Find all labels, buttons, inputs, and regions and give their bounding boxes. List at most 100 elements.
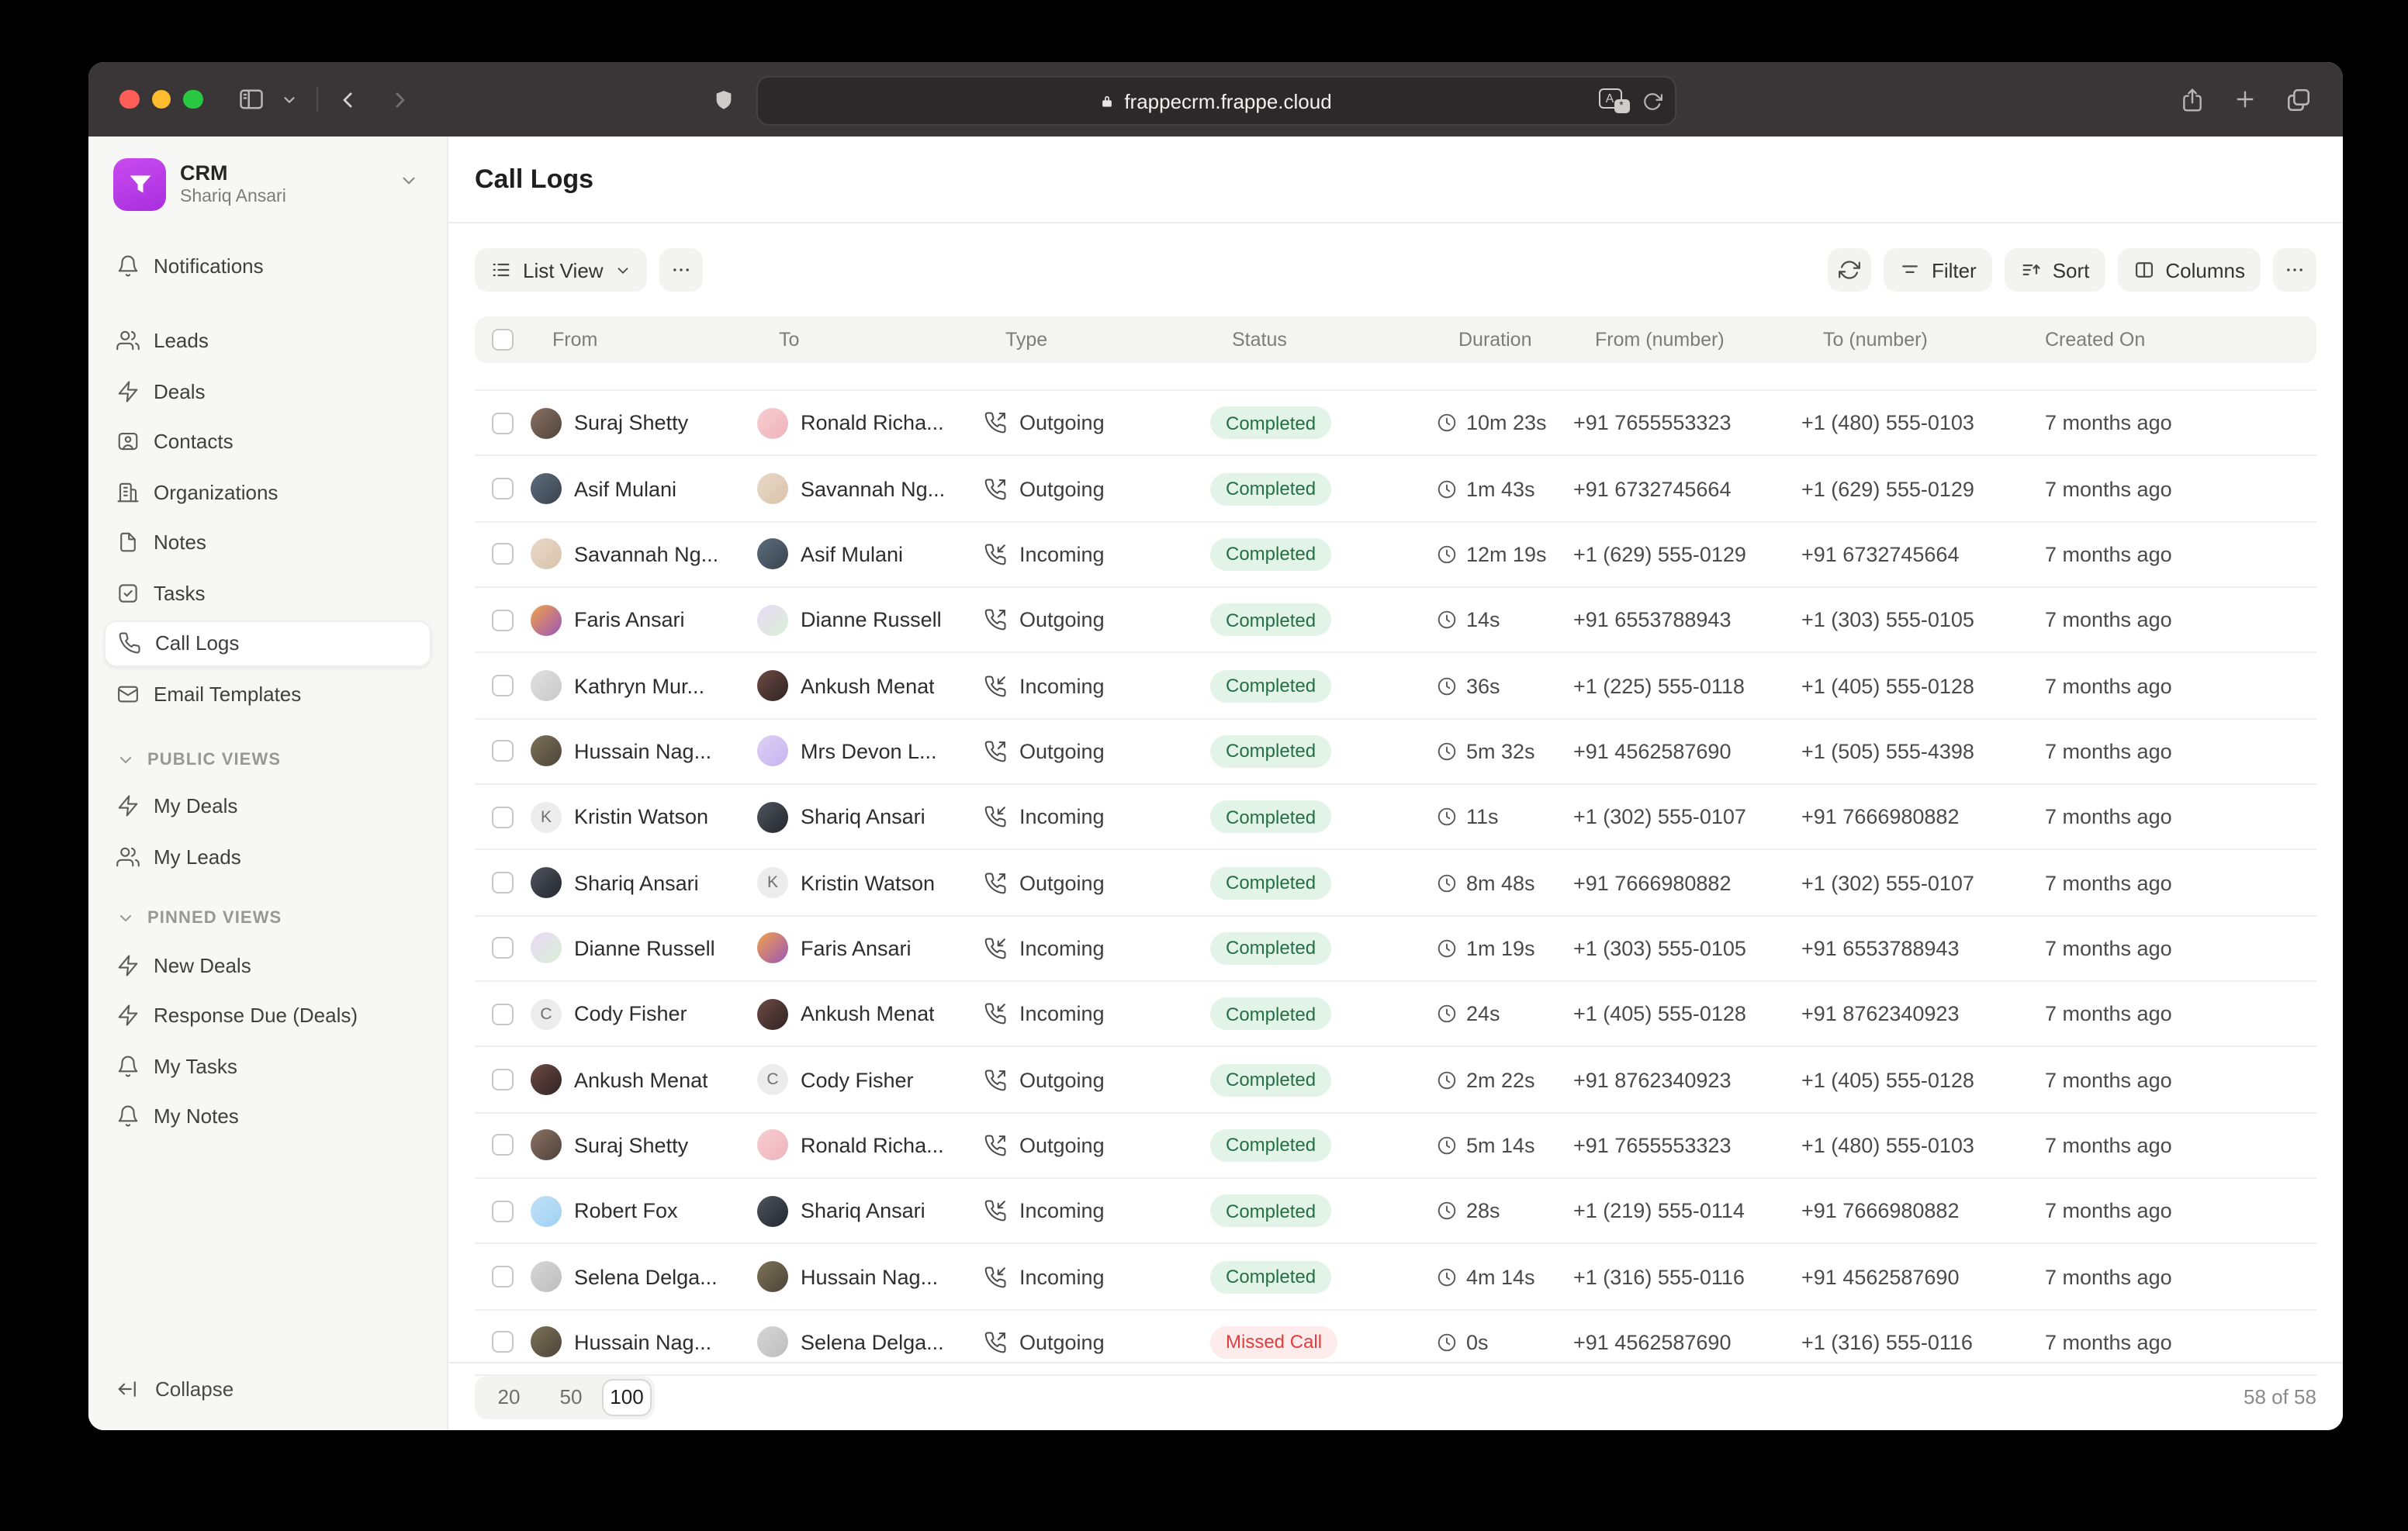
from-name: Hussain Nag... [574, 1330, 712, 1354]
sort-button[interactable]: Sort [2004, 248, 2105, 292]
close-window-button[interactable] [119, 89, 139, 109]
row-checkbox-cell [475, 806, 531, 828]
from-number: +1 (303) 555-0105 [1573, 936, 1746, 960]
filter-button[interactable]: Filter [1883, 248, 1992, 292]
table-row[interactable]: K Kristin Watson Shariq Ansari Incoming Comp… [475, 785, 2316, 851]
refresh-button[interactable] [1827, 248, 1871, 292]
row-checkbox[interactable] [492, 675, 514, 697]
table-row[interactable]: Ankush Menat C Cody Fisher Outgoing Complete… [475, 1048, 2316, 1114]
table-row[interactable]: Hussain Nag... Selena Delga... Outgoing Mis… [475, 1311, 2316, 1377]
column-header-duration[interactable]: Duration [1458, 329, 1532, 351]
table-row[interactable]: C Cody Fisher Ankush Menat Incoming Complete… [475, 982, 2316, 1048]
reload-icon[interactable] [1642, 91, 1662, 111]
call-type: Incoming [1019, 936, 1105, 960]
row-checkbox[interactable] [492, 1069, 514, 1091]
sidebar-item-my-deals[interactable]: My Deals [104, 783, 431, 829]
page-size-option-100[interactable]: 100 [602, 1378, 652, 1415]
row-checkbox[interactable] [492, 1331, 514, 1353]
row-checkbox[interactable] [492, 412, 514, 434]
column-header-created-on[interactable]: Created On [2045, 329, 2146, 351]
section-header-pinned-views[interactable]: PINNED VIEWS [104, 895, 431, 942]
sidebar-item-response-due-deals-[interactable]: Response Due (Deals) [104, 992, 431, 1039]
privacy-shield-icon[interactable] [712, 86, 735, 112]
sidebar-collapse-button[interactable]: Collapse [116, 1365, 419, 1412]
to-number: +91 6732745664 [1801, 542, 1960, 566]
select-all-checkbox[interactable] [492, 329, 514, 351]
workspace-chevron-icon [399, 171, 419, 199]
tab-overview-icon[interactable] [2285, 86, 2312, 112]
sidebar-item-email-templates[interactable]: Email Templates [104, 670, 431, 717]
column-header-to-number-[interactable]: To (number) [1823, 329, 1928, 351]
column-header-from[interactable]: From [552, 329, 598, 351]
duration-cell: 4m 14s [1437, 1265, 1573, 1288]
column-header-from-number-[interactable]: From (number) [1595, 329, 1725, 351]
sidebar-item-my-tasks[interactable]: My Tasks [104, 1042, 431, 1089]
main-content: Call Logs List View [448, 137, 2343, 1430]
column-header-type[interactable]: Type [1005, 329, 1048, 351]
column-header-status[interactable]: Status [1232, 329, 1287, 351]
to-number: +1 (480) 555-0103 [1801, 411, 1974, 435]
sidebar-item-my-leads[interactable]: My Leads [104, 833, 431, 880]
page-size-option-20[interactable]: 20 [497, 1385, 521, 1408]
status-cell: Completed [1210, 997, 1437, 1031]
row-checkbox[interactable] [492, 1134, 514, 1156]
more-actions-button[interactable] [2273, 248, 2316, 292]
view-more-button[interactable] [659, 248, 703, 292]
translate-icon[interactable]: A * [1598, 88, 1629, 113]
row-checkbox[interactable] [492, 609, 514, 631]
sidebar-item-tasks[interactable]: Tasks [104, 569, 431, 616]
table-row[interactable]: Robert Fox Shariq Ansari Incoming Completed… [475, 1179, 2316, 1245]
status-cell: Missed Call [1210, 1325, 1437, 1359]
created-on: 7 months ago [2045, 542, 2172, 566]
row-checkbox-cell [475, 412, 531, 434]
sidebar-item-deals[interactable]: Deals [104, 368, 431, 414]
to-cell: Dianne Russell [757, 604, 984, 636]
duration-value: 28s [1466, 1199, 1500, 1223]
sidebar-item-my-notes[interactable]: My Notes [104, 1093, 431, 1139]
row-checkbox[interactable] [492, 1003, 514, 1025]
status-badge: Completed [1210, 1063, 1332, 1097]
table-row[interactable]: Shariq Ansari K Kristin Watson Outgoing Comp… [475, 851, 2316, 917]
page-size-option-50[interactable]: 50 [559, 1385, 583, 1408]
view-switcher-label: List View [523, 258, 604, 282]
sidebar-item-notes[interactable]: Notes [104, 519, 431, 565]
table-row[interactable]: Kathryn Mur... Ankush Menat Incoming Comple… [475, 654, 2316, 720]
back-button[interactable] [336, 88, 359, 111]
sidebar-item-organizations[interactable]: Organizations [104, 468, 431, 515]
row-checkbox[interactable] [492, 872, 514, 894]
new-tab-icon[interactable] [2233, 87, 2258, 112]
table-row[interactable]: Savannah Ng... Asif Mulani Incoming Complet… [475, 522, 2316, 589]
row-checkbox[interactable] [492, 543, 514, 565]
sidebar-item-new-deals[interactable]: New Deals [104, 942, 431, 988]
table-row[interactable]: Suraj Shetty Ronald Richa... Outgoing Compl… [475, 1114, 2316, 1180]
table-row[interactable]: Asif Mulani Savannah Ng... Outgoing Complet… [475, 457, 2316, 523]
address-bar[interactable]: frappecrm.frappe.cloud A * [756, 76, 1676, 126]
row-checkbox[interactable] [492, 740, 514, 762]
column-header-to[interactable]: To [779, 329, 800, 351]
forward-button[interactable] [387, 88, 410, 111]
zoom-window-button[interactable] [183, 89, 202, 109]
sidebar-item-leads[interactable]: Leads [104, 317, 431, 364]
sidebar-item-call-logs[interactable]: Call Logs [104, 620, 431, 666]
minimize-window-button[interactable] [151, 89, 171, 109]
workspace-switcher[interactable]: CRM Shariq Ansari [104, 152, 431, 217]
table-row[interactable]: Faris Ansari Dianne Russell Outgoing Comple… [475, 588, 2316, 654]
view-switcher-button[interactable]: List View [475, 248, 647, 292]
share-icon[interactable] [2180, 86, 2205, 112]
sidebar-item-notifications[interactable]: Notifications [104, 242, 431, 289]
sidebar-toggle-icon[interactable] [237, 85, 265, 113]
columns-button[interactable]: Columns [2117, 248, 2261, 292]
row-checkbox[interactable] [492, 478, 514, 500]
sidebar-chevron-icon[interactable] [280, 91, 297, 108]
sidebar-item-contacts[interactable]: Contacts [104, 418, 431, 465]
row-checkbox[interactable] [492, 1266, 514, 1288]
table-row[interactable]: Suraj Shetty Ronald Richa... Outgoing Compl… [475, 391, 2316, 457]
section-header-public-views[interactable]: PUBLIC VIEWS [104, 736, 431, 783]
table-row[interactable]: Hussain Nag... Mrs Devon L... Outgoing Comp… [475, 719, 2316, 786]
row-checkbox[interactable] [492, 806, 514, 828]
duration-value: 14s [1466, 608, 1500, 632]
row-checkbox[interactable] [492, 1200, 514, 1222]
table-row[interactable]: Dianne Russell Faris Ansari Incoming Comple… [475, 917, 2316, 983]
table-row[interactable]: Selena Delga... Hussain Nag... Incoming Com… [475, 1245, 2316, 1311]
row-checkbox[interactable] [492, 937, 514, 959]
